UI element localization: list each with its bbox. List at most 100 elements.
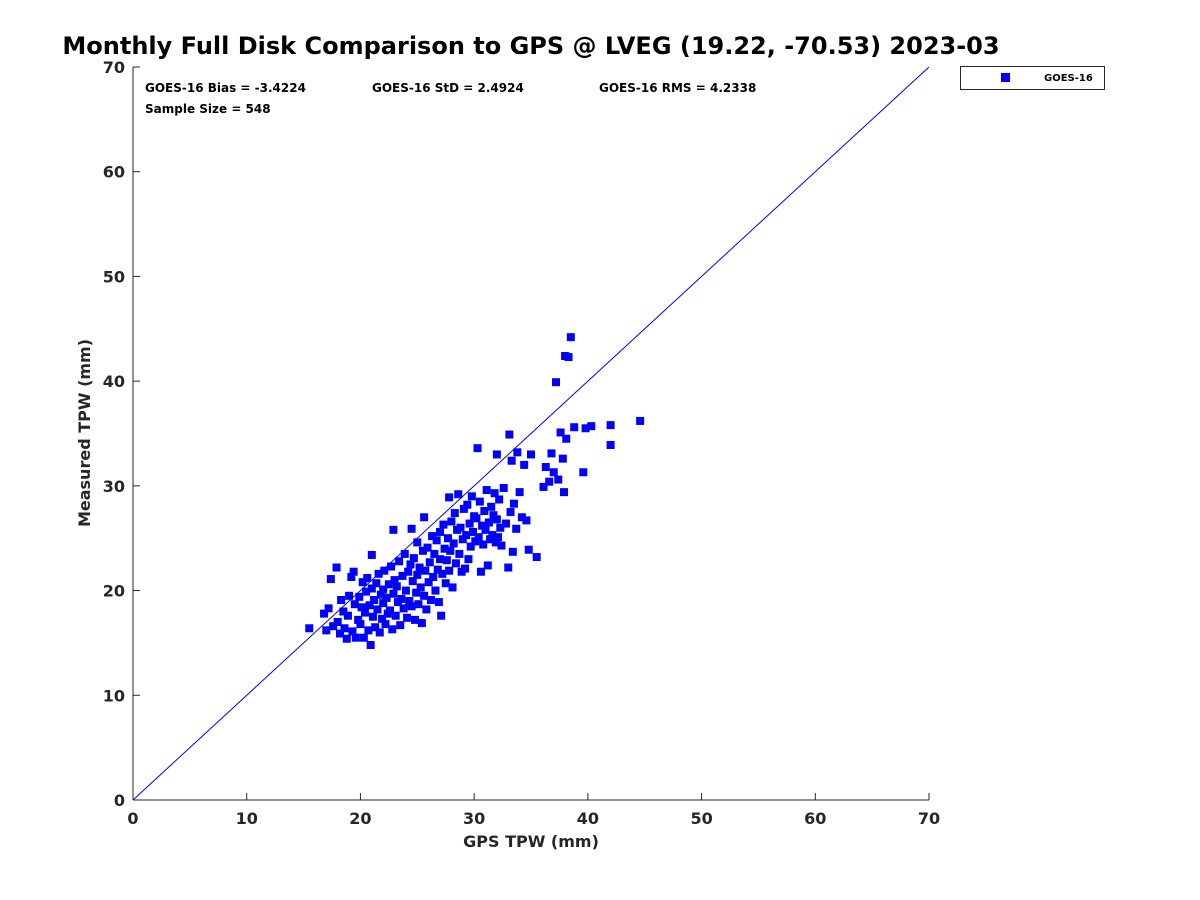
data-point: [322, 626, 331, 635]
data-point: [445, 493, 454, 502]
data-point: [492, 515, 501, 524]
data-point: [496, 523, 505, 532]
y-tick-label: 50: [103, 267, 125, 286]
data-point: [424, 578, 433, 587]
x-axis-ticks: 0 10 20 30 40 50 60 70: [127, 793, 940, 828]
data-point: [636, 416, 645, 425]
data-point: [379, 599, 388, 608]
data-point: [459, 504, 468, 513]
data-point: [320, 609, 329, 618]
data-point: [326, 575, 335, 584]
data-point: [365, 601, 374, 610]
y-tick-label: 60: [103, 163, 125, 182]
data-point: [547, 449, 556, 458]
data-point: [440, 544, 449, 553]
plot-area: 0 10 20 30 40 50 60 70 0 10 20 30 40 50 60 70: [103, 58, 940, 828]
data-point: [445, 566, 454, 575]
data-point: [562, 434, 571, 443]
data-point: [415, 563, 424, 572]
y-tick-label: 10: [103, 686, 125, 705]
data-point: [606, 421, 615, 430]
data-point: [420, 591, 429, 600]
data-point: [494, 533, 503, 542]
data-point: [392, 582, 401, 591]
data-point: [449, 539, 458, 548]
data-point: [508, 547, 517, 556]
legend-box: [960, 66, 1105, 90]
data-point: [441, 579, 450, 588]
data-point: [414, 600, 423, 609]
data-point: [490, 489, 499, 498]
data-point: [362, 587, 371, 596]
data-point: [403, 613, 412, 622]
data-point: [343, 611, 352, 620]
data-point: [354, 615, 363, 624]
data-point: [378, 614, 387, 623]
data-point: [512, 524, 521, 533]
data-point: [356, 620, 365, 629]
data-point: [329, 622, 338, 631]
data-point: [509, 499, 518, 508]
data-point: [513, 448, 522, 457]
data-point: [400, 549, 409, 558]
data-point: [374, 569, 383, 578]
data-point: [382, 593, 391, 602]
data-point: [458, 535, 467, 544]
data-point: [364, 626, 373, 635]
data-point: [450, 509, 459, 518]
data-point: [506, 508, 515, 517]
data-point: [461, 564, 470, 573]
x-tick-label: 40: [577, 809, 599, 828]
data-point: [342, 634, 351, 643]
data-point: [489, 511, 498, 520]
data-point: [475, 497, 484, 506]
data-point: [370, 595, 379, 604]
x-tick-label: 0: [127, 809, 138, 828]
data-point: [407, 602, 416, 611]
data-point: [451, 559, 460, 568]
data-point: [566, 333, 575, 342]
data-point: [398, 571, 407, 580]
data-point: [471, 537, 480, 546]
data-point: [418, 546, 427, 555]
data-point: [499, 483, 508, 492]
data-point: [433, 565, 442, 574]
data-point: [524, 545, 533, 554]
data-point: [305, 624, 314, 633]
data-point: [517, 513, 526, 522]
data-point: [436, 555, 445, 564]
data-point: [340, 624, 349, 633]
x-tick-label: 30: [463, 809, 485, 828]
data-point: [505, 430, 514, 439]
data-point: [606, 441, 615, 450]
data-point: [422, 605, 431, 614]
data-point: [558, 454, 567, 463]
data-point: [359, 633, 368, 642]
data-point: [549, 468, 558, 477]
data-point: [337, 595, 346, 604]
y-tick-label: 30: [103, 477, 125, 496]
data-point: [401, 586, 410, 595]
data-point: [335, 629, 344, 638]
data-point: [358, 578, 367, 587]
data-point: [387, 562, 396, 571]
data-point: [446, 546, 455, 555]
data-point: [478, 521, 487, 530]
data-point: [372, 579, 381, 588]
data-point: [552, 378, 561, 387]
data-point: [413, 570, 422, 579]
data-point: [366, 641, 375, 650]
legend-marker: [1001, 73, 1010, 82]
data-point: [486, 535, 495, 544]
data-point: [380, 566, 389, 575]
data-point: [348, 627, 357, 636]
data-point: [495, 495, 504, 504]
data-point: [448, 583, 457, 592]
y-tick-label: 0: [114, 791, 125, 810]
x-tick-label: 50: [690, 809, 712, 828]
data-point: [462, 531, 471, 540]
y-axis-ticks: 0 10 20 30 40 50 60 70: [103, 58, 140, 810]
data-point: [396, 621, 405, 630]
data-point: [332, 563, 341, 572]
data-point: [465, 519, 474, 528]
